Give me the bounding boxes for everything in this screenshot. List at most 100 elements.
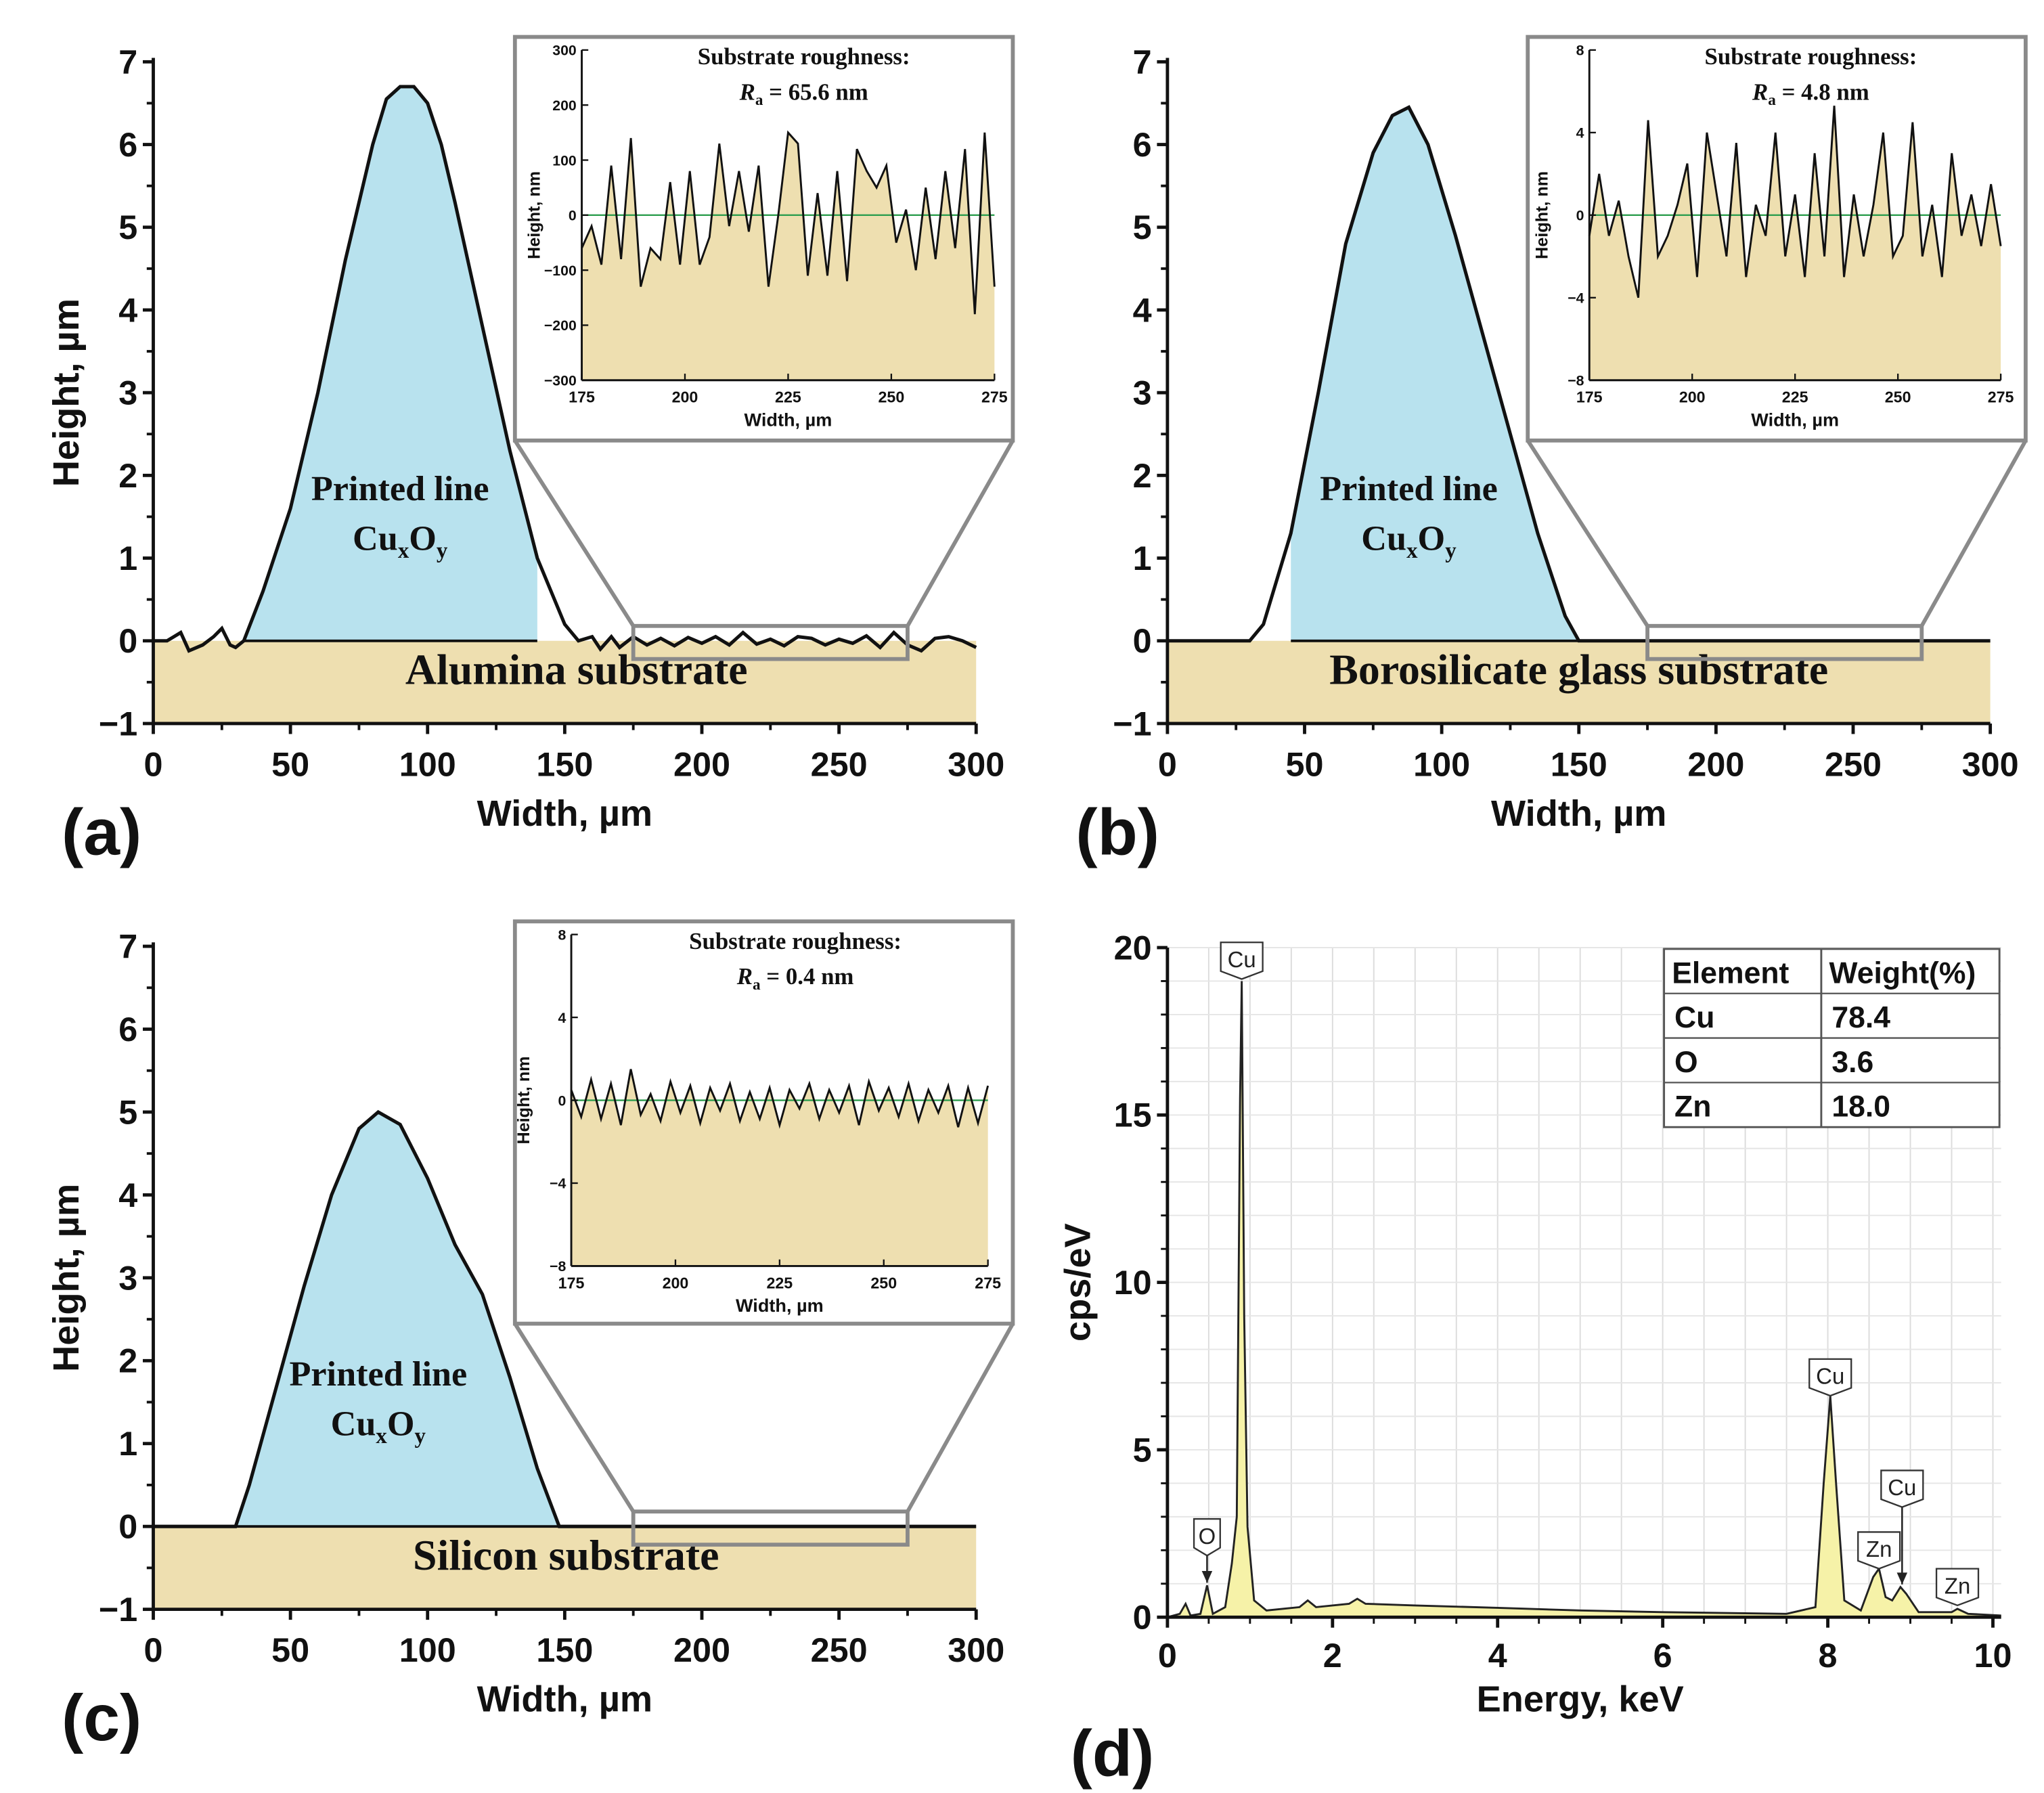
roughness-inset: −8 −4 0 4 8 175 200 225 250 275 Width, µm Height, n…	[512, 919, 1015, 1326]
x-tick-label: 300	[948, 745, 1004, 783]
zoom-window-rect	[631, 623, 910, 661]
inset-x-tick-label: 200	[663, 1274, 689, 1291]
y-tick-label: −1	[99, 704, 137, 743]
ra-symbol: R	[736, 963, 753, 990]
ra-subscript: a	[753, 976, 761, 994]
x-tick-label: 150	[536, 1631, 593, 1669]
formula-sub-y: y	[1445, 539, 1457, 563]
cuxoy-formula: CuxOy	[353, 518, 448, 563]
table-cell: O	[1674, 1046, 1698, 1079]
y-tick-label: 5	[1133, 208, 1152, 246]
inset-y-tick-label: −8	[1568, 373, 1584, 389]
ra-value: = 0.4 nm	[761, 963, 854, 990]
inset-x-tick-label: 200	[672, 389, 698, 406]
y-tick-label: 2	[118, 1342, 137, 1380]
peak-label-cu: Cu	[1220, 942, 1264, 980]
formula-o: O	[387, 1404, 415, 1443]
y-tick-label: 1	[118, 539, 137, 577]
formula-sub-y: y	[437, 539, 448, 563]
y-tick-label: 0	[1133, 621, 1152, 660]
table-cell: Zn	[1674, 1090, 1711, 1124]
inset-x-tick-label: 275	[975, 1274, 1001, 1291]
x-tick-label: 100	[1413, 745, 1470, 783]
substrate-fill	[153, 1526, 977, 1610]
zoom-window-rect	[1645, 623, 1924, 661]
cuxoy-formula: CuxOy	[1361, 518, 1457, 563]
inset-x-tick-label: 175	[1576, 389, 1603, 406]
table-cell: 78.4	[1831, 1001, 1890, 1034]
x-tick-label: 4	[1488, 1636, 1507, 1675]
inset-title: Substrate roughness:	[698, 43, 910, 70]
y-tick-label: 2	[118, 456, 137, 495]
inset-x-tick-label: 275	[981, 389, 1008, 406]
y-tick-label: 1	[118, 1424, 137, 1463]
x-tick-label: 300	[948, 1631, 1004, 1669]
roughness-line	[570, 1069, 990, 1129]
x-axis-title: Width, µm	[477, 1679, 652, 1720]
roughness-fill	[581, 132, 995, 380]
y-tick-label: −1	[99, 1590, 137, 1629]
ra-value: = 4.8 nm	[1776, 79, 1869, 105]
y-tick-label: 3	[1133, 374, 1152, 412]
panel-label: (b)	[1075, 795, 1159, 869]
zoom-connector-right	[1919, 439, 2028, 627]
inset-x-tick-label: 275	[1988, 389, 2014, 406]
y-tick-label: 7	[118, 43, 137, 81]
peak-label-tag	[1880, 1469, 1924, 1508]
x-tick-label: 2	[1323, 1636, 1342, 1675]
inset-y-axis-title: Height, nm	[514, 1057, 533, 1145]
panel-label: (a)	[62, 795, 141, 869]
inset-y-tick-label: 0	[558, 1092, 566, 1109]
inset-x-tick-label: 250	[1885, 389, 1911, 406]
zoom-connector-left	[513, 439, 636, 627]
table-cell: 3.6	[1831, 1046, 1873, 1079]
ra-value: = 65.6 nm	[763, 79, 868, 105]
printed-line-label: Printed line	[289, 1354, 467, 1394]
y-tick-label: 1	[1133, 539, 1152, 577]
x-tick-label: 200	[673, 1631, 730, 1669]
x-tick-label: 300	[1962, 745, 2019, 783]
peak-label-text: Cu	[1816, 1364, 1844, 1389]
y-tick-label: 6	[1133, 125, 1152, 164]
substrate-label: Borosilicate glass substrate	[1329, 645, 1828, 693]
ra-subscript: a	[1768, 91, 1776, 109]
printed-line-fill	[236, 1111, 560, 1527]
x-axis-title: Width, µm	[477, 793, 652, 834]
formula-sub-x: x	[376, 1424, 387, 1448]
x-tick-label: 0	[143, 1631, 162, 1669]
panel-label: (c)	[62, 1681, 141, 1754]
y-tick-label: 20	[1114, 928, 1152, 967]
x-tick-label: 6	[1653, 1636, 1672, 1675]
inset-x-tick-label: 175	[569, 389, 595, 406]
zoom-window-rect	[631, 1509, 910, 1547]
y-tick-label: 0	[1133, 1598, 1152, 1637]
inset-y-tick-label: −300	[544, 373, 577, 389]
x-tick-label: 200	[673, 745, 730, 783]
x-tick-label: 50	[271, 745, 309, 783]
inset-x-axis-title: Width, µm	[736, 1295, 824, 1316]
inset-x-tick-label: 200	[1679, 389, 1706, 406]
y-axis-title: Height, µm	[46, 298, 87, 487]
peak-label-text: Cu	[1228, 947, 1256, 972]
roughness-ra-value: Ra = 0.4 nm	[736, 963, 854, 994]
inset-x-axis-title: Width, µm	[745, 409, 832, 430]
table-header: Element	[1672, 956, 1789, 990]
ra-symbol: R	[739, 79, 755, 105]
spectrum-line	[1167, 981, 2001, 1618]
formula-cu: Cu	[353, 518, 398, 558]
y-axis-title: Height, µm	[46, 1184, 87, 1372]
x-tick-label: 250	[811, 745, 868, 783]
x-tick-label: 0	[143, 745, 162, 783]
y-tick-label: 3	[118, 1258, 137, 1297]
zoom-connector-right	[906, 1323, 1015, 1513]
peak-label-tag	[1935, 1568, 1980, 1607]
x-axis-title: Width, µm	[1491, 793, 1666, 834]
panel-d-eds-spectrum: 0 5 10 15 20 0 2 4 6 8 10 Energy, keV cps/eV (d) Cu O Cu…	[1058, 928, 2012, 1790]
inset-x-tick-label: 250	[879, 389, 905, 406]
inset-y-tick-label: 4	[558, 1010, 566, 1026]
inset-y-tick-label: −8	[550, 1258, 566, 1275]
y-tick-label: 5	[118, 208, 137, 246]
peak-arrow-head	[1201, 1570, 1213, 1583]
panel-label: (d)	[1071, 1716, 1155, 1790]
